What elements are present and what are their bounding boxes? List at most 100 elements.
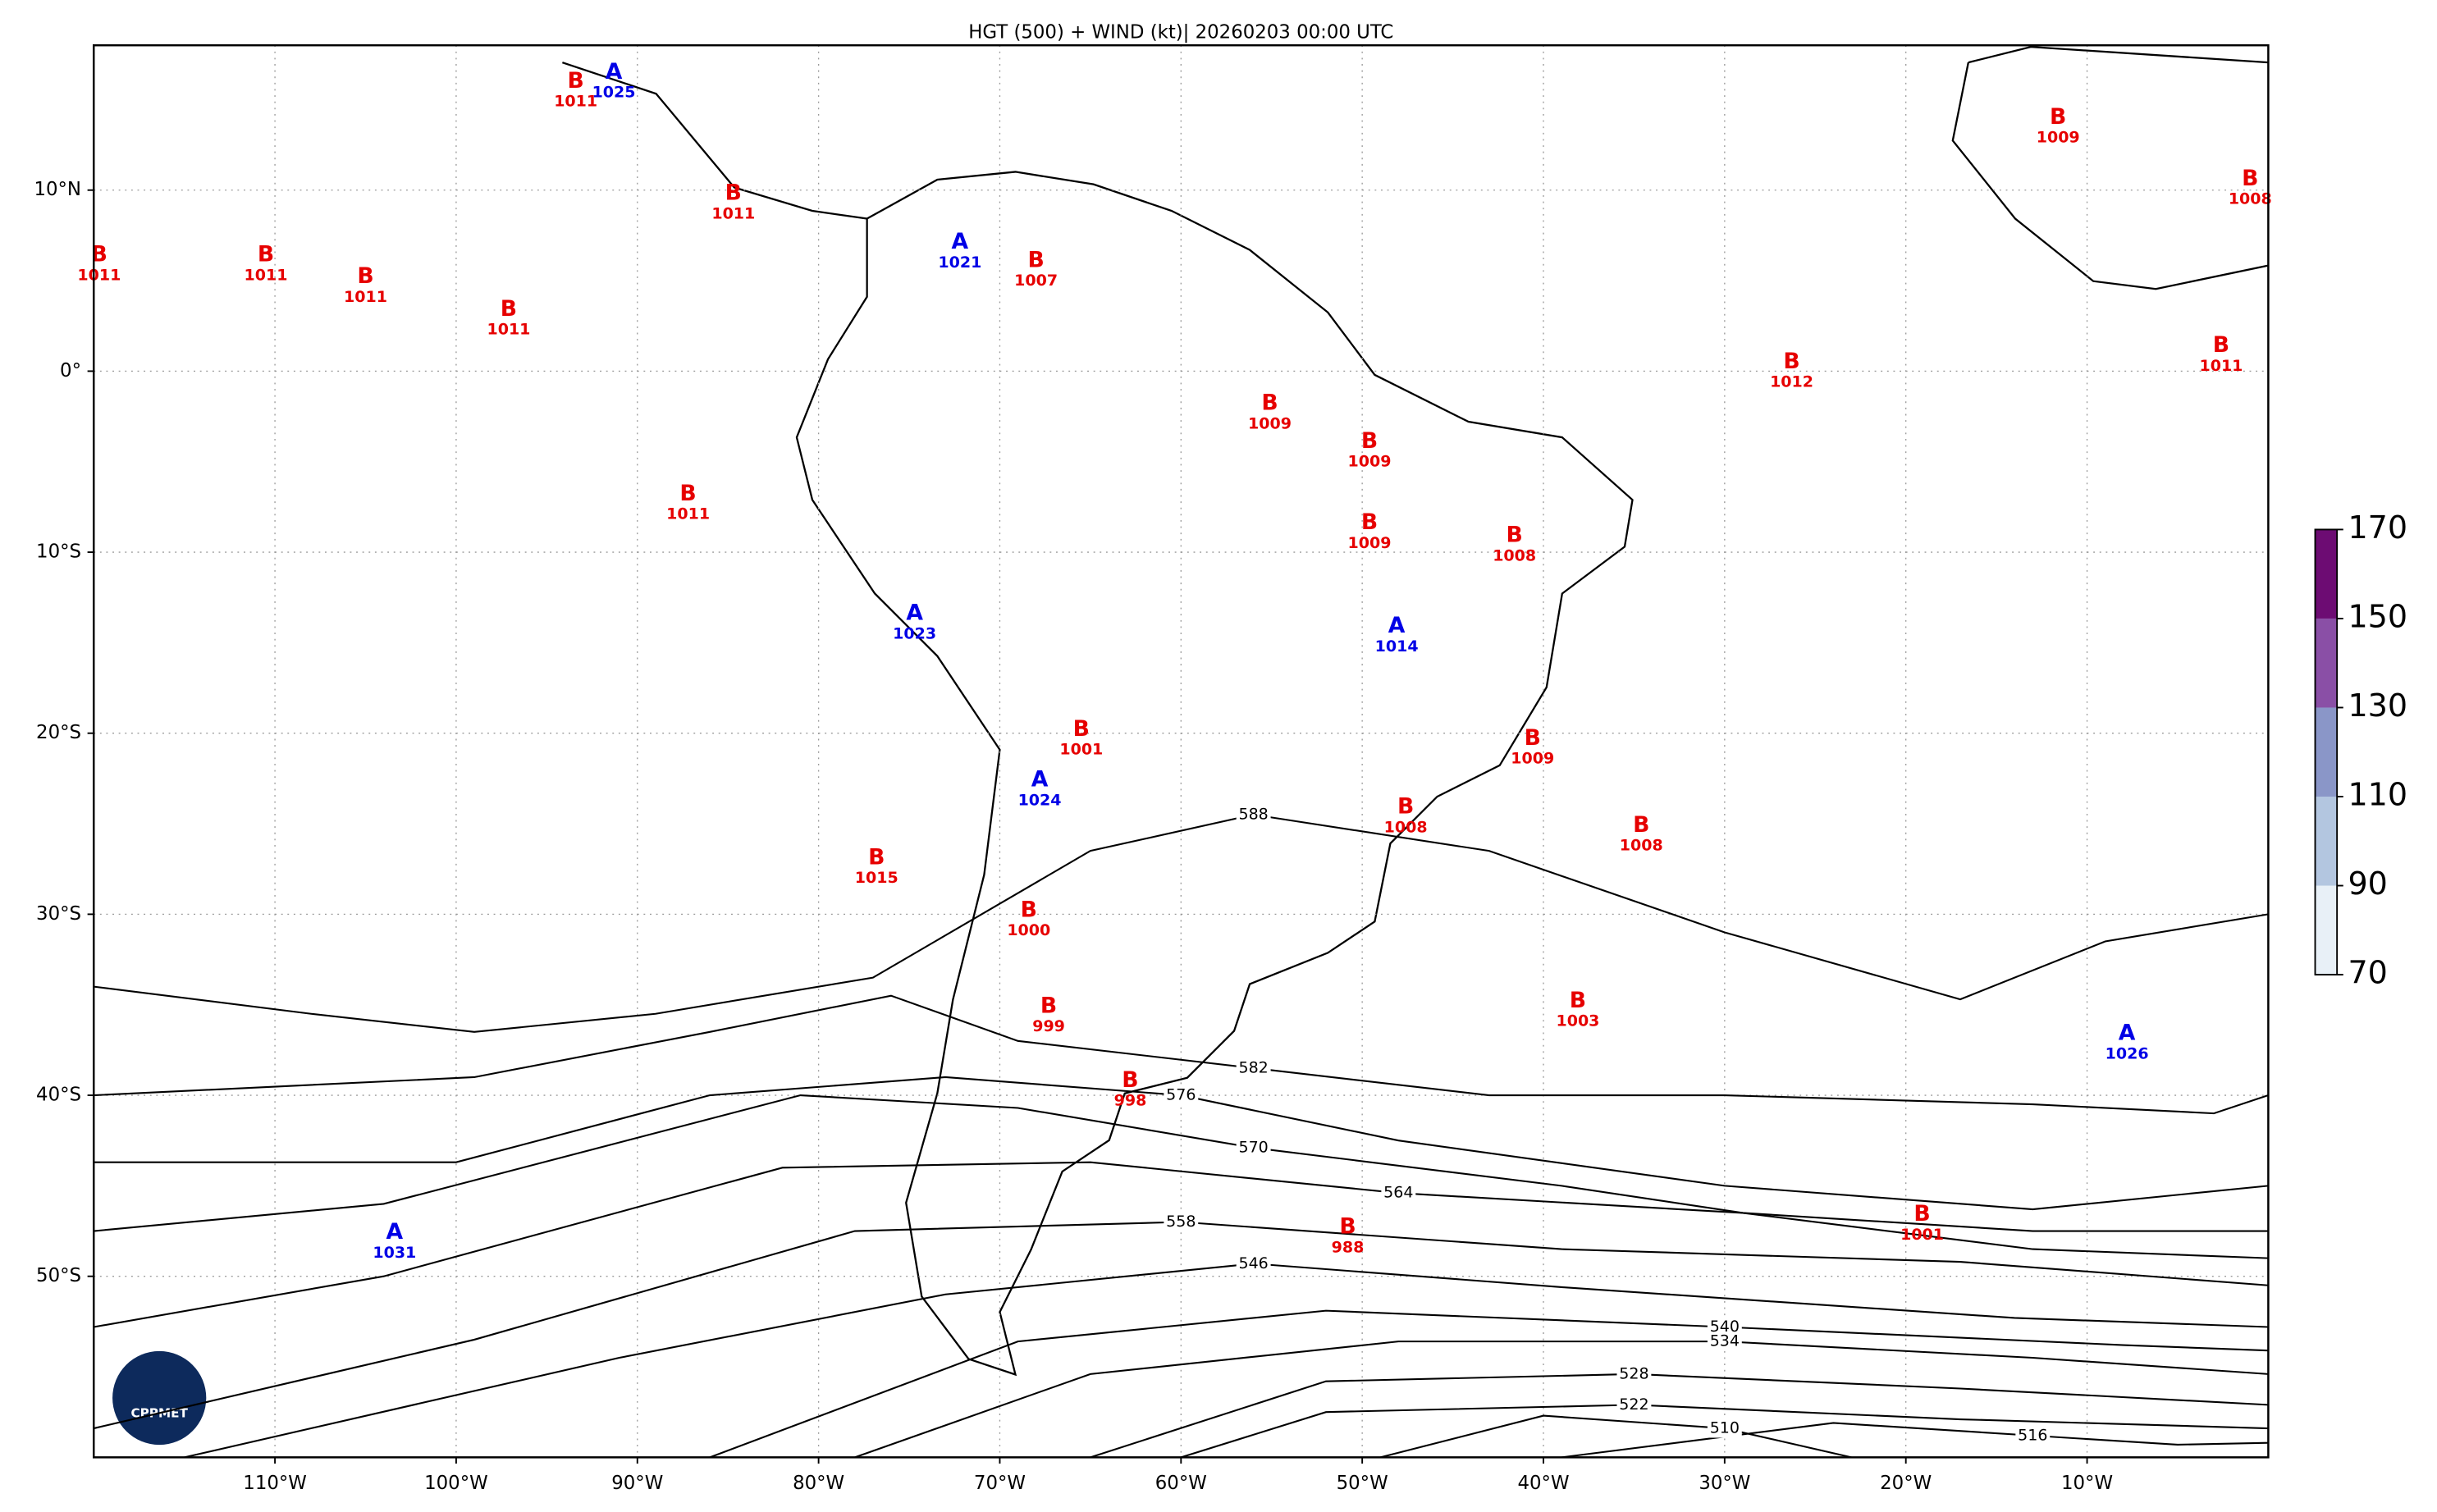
center-letter: B <box>679 481 696 506</box>
center-letter: B <box>1040 993 1057 1018</box>
center-value: 1011 <box>344 288 387 306</box>
center-letter: B <box>868 844 885 870</box>
colorbar-tick-label: 170 <box>2348 509 2407 546</box>
center-value: 1011 <box>245 266 288 284</box>
center-letter: B <box>258 242 274 267</box>
contour-label: 582 <box>1238 1058 1268 1076</box>
center-letter: B <box>1122 1067 1138 1093</box>
contour-label: 558 <box>1166 1213 1196 1231</box>
colorbar-segment <box>2315 529 2338 619</box>
colorbar-frame <box>2314 528 2339 976</box>
center-value: 1011 <box>554 93 597 111</box>
colorbar-tick-label: 130 <box>2348 687 2407 724</box>
center-letter: B <box>1633 812 1649 838</box>
y-tick-label: 10°S <box>36 541 81 563</box>
contour-label: 546 <box>1238 1254 1268 1272</box>
center-value: 1011 <box>487 321 531 339</box>
center-value: 1009 <box>2037 129 2080 147</box>
center-value: 1015 <box>855 869 898 887</box>
contour-label-bg <box>1236 1138 1271 1158</box>
map-title: HGT (500) + WIND (kt)| 20260203 00:00 UT… <box>968 21 1393 43</box>
contour-label-bg <box>2015 1426 2051 1446</box>
x-tick-label: 110°W <box>243 1473 307 1494</box>
center-value: 1008 <box>1493 546 1536 564</box>
center-letter: B <box>357 263 373 289</box>
x-tick-label: 70°W <box>974 1473 1026 1494</box>
center-letter: B <box>1507 523 1523 548</box>
center-letter: A <box>906 601 923 626</box>
center-letter: B <box>2213 332 2229 358</box>
center-value: 1025 <box>592 84 636 102</box>
x-tick-label: 20°W <box>1880 1473 1932 1494</box>
contour-label-bg <box>1616 1364 1652 1384</box>
contour-line <box>1090 1373 2269 1459</box>
contour-label: 588 <box>1238 806 1268 824</box>
center-value: 998 <box>1114 1092 1147 1110</box>
colorbar-segment <box>2315 797 2338 886</box>
center-letter: B <box>568 68 584 94</box>
center-letter: A <box>1388 613 1406 638</box>
center-value: 1003 <box>1556 1012 1599 1030</box>
contour-label: 516 <box>2018 1426 2047 1444</box>
coastline-africa <box>1951 45 2269 290</box>
x-tick-label: 50°W <box>1337 1473 1388 1494</box>
contour-label-bg <box>1164 1213 1199 1231</box>
center-value: 1021 <box>938 254 981 272</box>
center-value: 1009 <box>1511 750 1554 768</box>
center-value: 1023 <box>893 624 936 642</box>
x-tick-label: 60°W <box>1155 1473 1207 1494</box>
logo-badge <box>112 1350 207 1446</box>
center-value: 1024 <box>1018 791 1062 809</box>
center-letter: B <box>725 180 742 206</box>
center-value: 1011 <box>666 505 710 523</box>
contour-label-bg <box>1236 1058 1271 1078</box>
coastline-south-america <box>795 171 1634 1377</box>
contour-line <box>94 1161 2269 1328</box>
colorbar-tick-label: 150 <box>2348 598 2407 634</box>
center-letter: B <box>91 242 107 267</box>
contour-label: 570 <box>1238 1139 1268 1157</box>
center-value: 1011 <box>77 266 121 284</box>
center-letter: A <box>1031 767 1049 793</box>
contour-label: 576 <box>1166 1086 1196 1104</box>
y-tick-label: 10°N <box>34 179 81 200</box>
center-value: 1026 <box>2106 1044 2149 1062</box>
center-value: 1000 <box>1007 921 1050 939</box>
contour-label-bg <box>1164 1085 1199 1105</box>
x-tick-label: 10°W <box>2061 1473 2113 1494</box>
center-letter: A <box>386 1219 404 1245</box>
y-tick-label: 40°S <box>36 1085 81 1106</box>
center-letter: B <box>1021 897 1037 922</box>
contour-line <box>94 813 2269 1033</box>
center-letter: B <box>1261 391 1278 416</box>
center-letter: B <box>1525 725 1541 751</box>
y-tick-label: 50°S <box>36 1265 81 1286</box>
colorbar-segment <box>2315 885 2338 975</box>
center-letter: A <box>952 229 969 254</box>
contour-label: 510 <box>1710 1419 1740 1437</box>
contour-label-bg <box>1707 1418 1742 1438</box>
center-value: 1012 <box>1770 373 1813 391</box>
contour-line <box>854 1341 2269 1459</box>
center-letter: A <box>2119 1021 2136 1046</box>
center-value: 999 <box>1032 1017 1065 1035</box>
colorbar-segment <box>2315 707 2338 797</box>
contour-label: 540 <box>1710 1318 1740 1336</box>
contour-label: 522 <box>1619 1396 1648 1414</box>
center-letter: B <box>1339 1214 1356 1240</box>
x-tick-label: 40°W <box>1517 1473 1569 1494</box>
center-value: 1009 <box>1248 414 1292 432</box>
y-tick-label: 30°S <box>36 903 81 925</box>
contour-label: 528 <box>1619 1364 1648 1382</box>
contour-label-bg <box>1236 805 1271 825</box>
center-letter: B <box>1361 509 1378 535</box>
center-letter: B <box>1570 988 1586 1013</box>
land <box>562 45 2269 1377</box>
x-tick-label: 90°W <box>611 1473 663 1494</box>
x-tick-label: 30°W <box>1699 1473 1750 1494</box>
contour-line <box>1561 1422 2269 1459</box>
center-letter: B <box>2050 104 2066 130</box>
coastline-central-america <box>562 62 867 220</box>
center-value: 1011 <box>711 204 755 222</box>
